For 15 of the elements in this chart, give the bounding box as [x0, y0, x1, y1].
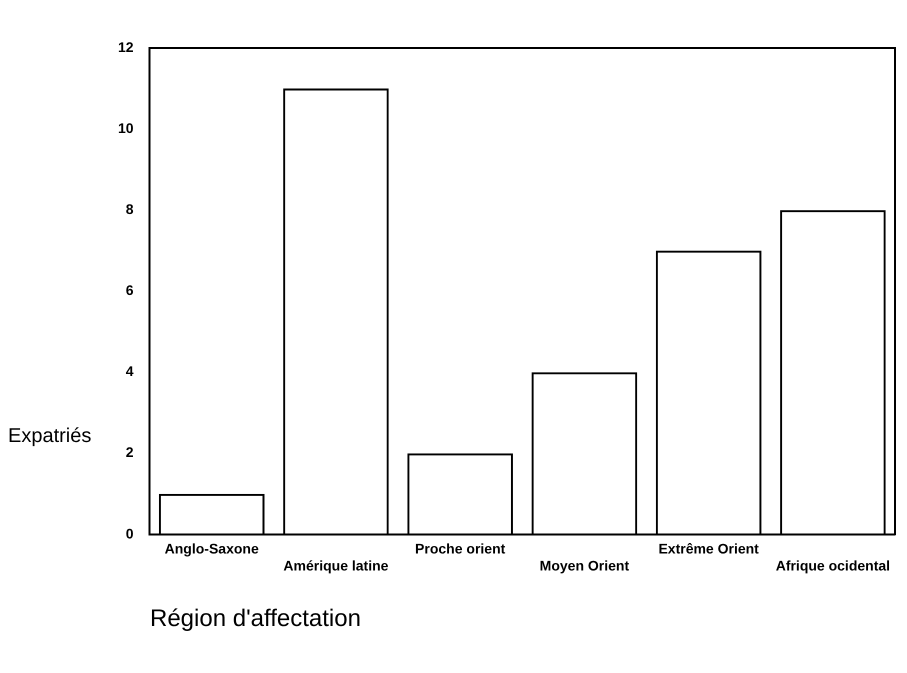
y-tick-label: 4	[126, 363, 134, 380]
x-tick-label: Afrique ocidental	[776, 557, 890, 574]
y-tick-label: 8	[126, 200, 134, 217]
y-tick-label: 10	[118, 120, 134, 136]
x-tick-label: Anglo-Saxone	[164, 540, 259, 557]
y-axis-title: Expatriés	[8, 425, 92, 448]
x-tick-label: Moyen Orient	[540, 557, 630, 574]
y-tick-label: 12	[118, 38, 134, 55]
y-tick-label: 2	[126, 444, 134, 460]
x-tick-label: Proche orient	[415, 540, 506, 557]
y-tick-label: 6	[126, 282, 134, 298]
x-axis-title: Région d'affectation	[150, 605, 361, 633]
x-tick-label: Amérique latine	[283, 557, 389, 574]
y-tick-label: 0	[126, 525, 134, 542]
x-tick-label: Extrême Orient	[658, 540, 760, 557]
